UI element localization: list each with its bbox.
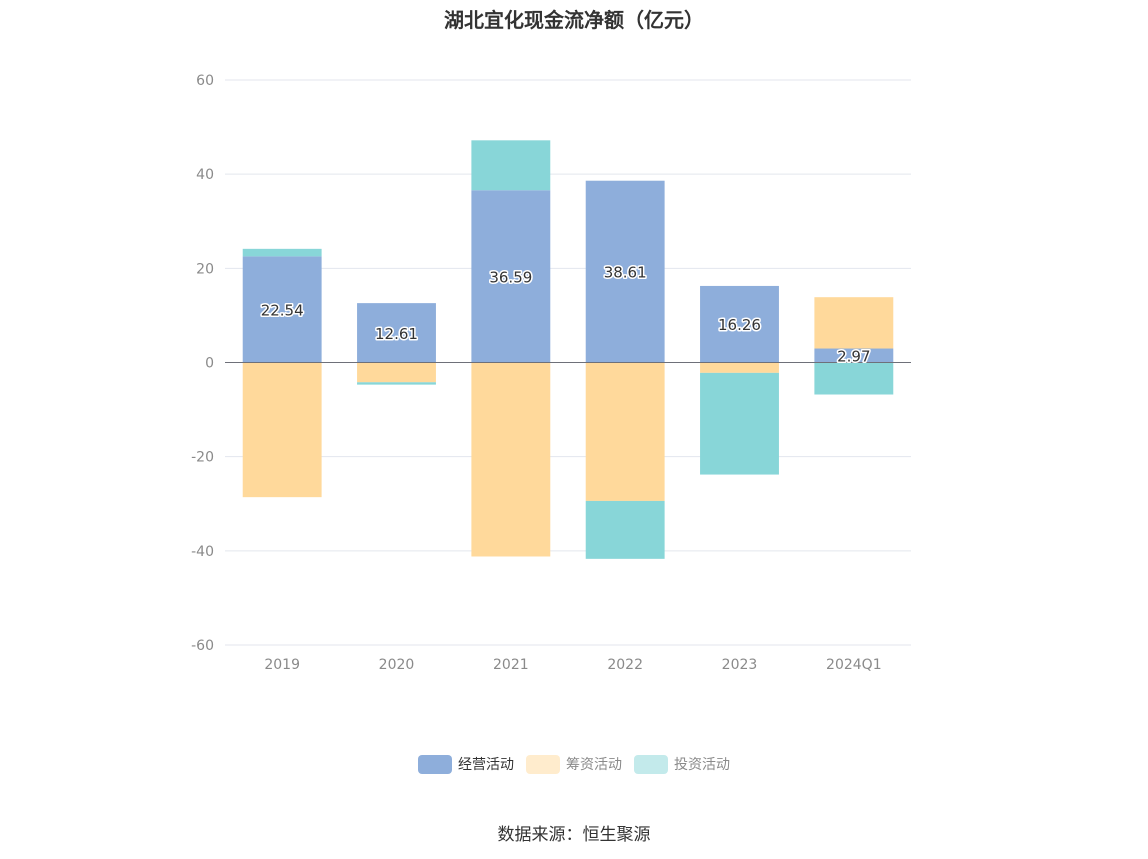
data-label: 16.26 xyxy=(718,316,761,334)
cash-flow-chart: 60 40 20 0 -20 -40 -60 22.54 12.61 36.59 38.61 16.… xyxy=(191,73,911,673)
legend-swatch xyxy=(526,754,560,774)
bars xyxy=(242,140,894,559)
legend-swatch xyxy=(418,754,452,774)
y-tick-label: 40 xyxy=(196,167,214,183)
x-tick-label: 2022 xyxy=(607,657,643,673)
y-tick-label: -20 xyxy=(191,450,214,466)
bar xyxy=(471,190,551,363)
bar xyxy=(814,348,894,363)
x-tick-label: 2019 xyxy=(264,657,300,673)
data-label: 12.61 xyxy=(375,325,418,343)
legend-label: 筹资活动 xyxy=(566,757,622,773)
y-axis-ticks: 60 40 20 0 -20 -40 -60 xyxy=(191,73,214,654)
y-tick-label: 60 xyxy=(196,73,214,89)
bar xyxy=(585,180,665,363)
data-label: 36.59 xyxy=(489,268,532,286)
legend-item[interactable]: 投资活动 xyxy=(634,754,730,774)
legend-swatch xyxy=(634,754,668,774)
bar xyxy=(357,303,436,363)
legend-item[interactable]: 经营活动 xyxy=(418,754,514,774)
data-label: 2.97 xyxy=(837,348,870,366)
bar xyxy=(585,362,665,501)
grid-lines xyxy=(225,79,911,646)
legend: 经营活动 筹资活动 投资活动 xyxy=(0,754,1148,774)
bar xyxy=(814,362,894,395)
bar xyxy=(357,382,436,385)
bar xyxy=(814,297,894,349)
bar xyxy=(700,285,779,363)
x-tick-label: 2024Q1 xyxy=(826,657,882,673)
x-tick-label: 2020 xyxy=(379,657,415,673)
bar xyxy=(242,256,322,363)
x-tick-label: 2023 xyxy=(722,657,758,673)
x-tick-label: 2021 xyxy=(493,657,529,673)
bar xyxy=(585,500,665,559)
data-labels: 22.54 12.61 36.59 38.61 16.26 2.97 xyxy=(259,262,872,367)
bar xyxy=(471,362,551,557)
bar xyxy=(357,362,436,383)
x-axis-ticks: 2019 2020 2021 2022 2023 2024Q1 xyxy=(264,657,881,673)
bar xyxy=(700,362,779,373)
legend-label: 经营活动 xyxy=(458,757,514,773)
chart-title: 湖北宜化现金流净额（亿元） xyxy=(444,8,704,32)
legend-item[interactable]: 筹资活动 xyxy=(526,754,622,774)
data-label: 22.54 xyxy=(261,301,304,319)
y-tick-label: 20 xyxy=(196,261,214,277)
bar xyxy=(242,248,322,257)
bar xyxy=(242,362,322,498)
data-label: 38.61 xyxy=(604,264,647,282)
bar xyxy=(471,140,551,191)
y-tick-label: -40 xyxy=(191,544,214,560)
y-tick-label: 0 xyxy=(205,356,214,372)
source-note: 数据来源：恒生聚源 xyxy=(497,825,651,845)
bar xyxy=(700,372,779,475)
y-tick-label: -60 xyxy=(191,638,214,654)
legend-label: 投资活动 xyxy=(674,757,730,773)
